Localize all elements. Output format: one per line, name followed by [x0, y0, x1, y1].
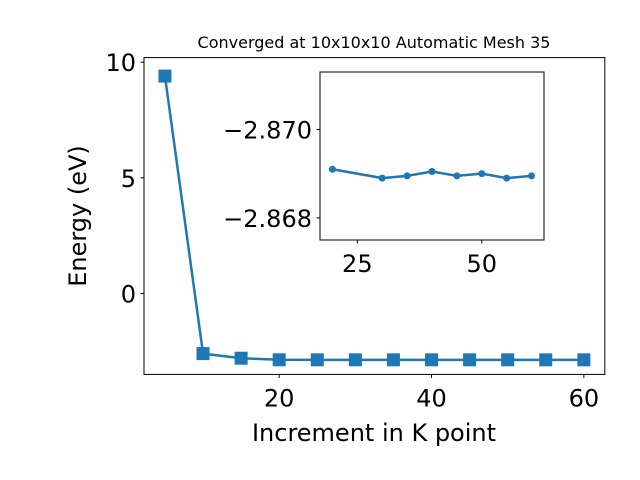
- main-x-tick-label: 60: [569, 384, 600, 412]
- main-axes: Converged at 10x10x10 Automatic Mesh 35 …: [64, 33, 606, 447]
- inset-data-point: [453, 172, 461, 180]
- main-data-point: [310, 353, 324, 367]
- inset-y-tick-label: −2.868: [223, 205, 312, 233]
- inset-data-point: [528, 172, 536, 180]
- x-axis-label: Increment in K point: [252, 419, 496, 447]
- main-x-tick-label: 20: [264, 384, 295, 412]
- y-axis-label: Energy (eV): [64, 145, 92, 287]
- inset-background: [320, 72, 544, 240]
- main-data-point: [501, 353, 515, 367]
- main-data-point: [158, 69, 172, 83]
- main-y-tick-label: 10: [105, 49, 136, 77]
- inset-data-point: [378, 174, 386, 182]
- main-data-point: [463, 353, 477, 367]
- main-axes-frame: [143, 57, 606, 375]
- main-y-tick-label: 5: [121, 165, 136, 193]
- main-data-point: [348, 353, 362, 367]
- main-data-point: [272, 353, 286, 367]
- inset-axes-frame: [319, 71, 545, 241]
- main-data-point: [425, 353, 439, 367]
- main-data-point: [539, 353, 553, 367]
- main-markers: [158, 69, 591, 367]
- main-data-point: [577, 353, 591, 367]
- inset-x-tick-label: 25: [342, 250, 373, 278]
- main-data-point: [196, 347, 210, 361]
- inset-axes: 25 50 −2.870 −2.868: [223, 71, 545, 278]
- inset-x-tick-label: 50: [467, 250, 498, 278]
- main-y-tick-label: 0: [121, 280, 136, 308]
- main-data-point: [386, 353, 400, 367]
- inset-data-point: [503, 174, 511, 182]
- inset-tick-group: 25 50 −2.870 −2.868: [223, 116, 497, 278]
- inset-y-tick-label: −2.870: [223, 116, 312, 144]
- inset-data-point: [403, 172, 411, 180]
- main-data-point: [234, 351, 248, 365]
- main-x-tick-label: 40: [416, 384, 447, 412]
- inset-data-point: [478, 170, 486, 178]
- inset-data-point: [428, 167, 436, 175]
- inset-data-point: [328, 165, 336, 173]
- main-tick-group: 20 40 60 0 5 10: [105, 49, 599, 412]
- inset-markers: [328, 165, 536, 182]
- inset-series-line: [332, 168, 532, 180]
- chart-title: Converged at 10x10x10 Automatic Mesh 35: [198, 33, 551, 52]
